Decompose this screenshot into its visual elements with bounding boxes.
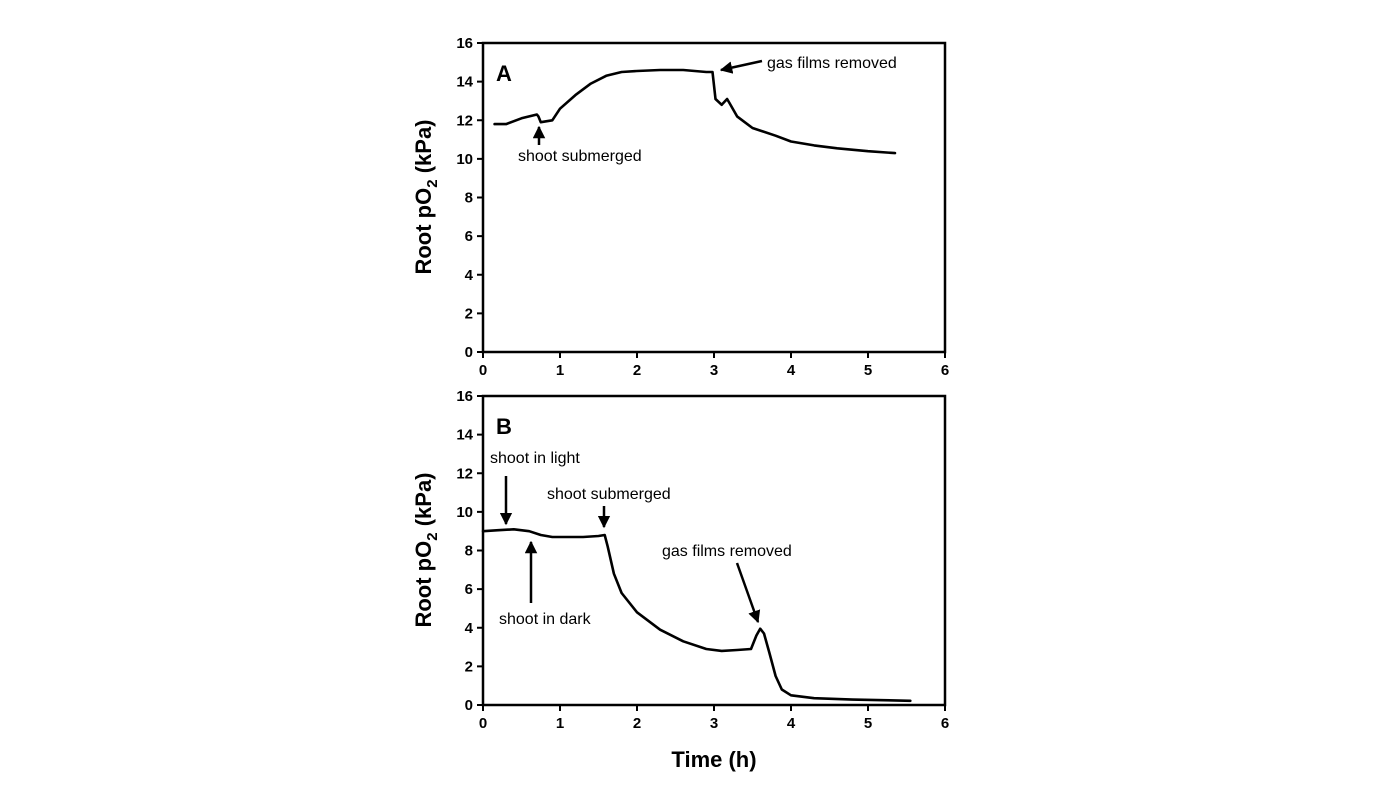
x-tick-label-a: 5 [864,362,872,379]
y-tick-label-a: 16 [456,35,473,52]
y-tick-label-b: 16 [456,388,473,405]
y-tick-label-a: 8 [465,190,473,207]
y-tick-label-a: 0 [465,344,473,361]
y-axis-title-a-main: Root pO [411,188,436,275]
y-axis-title-b-sub: 2 [424,532,441,540]
series-line-a [493,68,897,155]
panel-label-b: B [496,414,512,439]
annotation-shoot-in-light: shoot in light [490,450,580,467]
panel-label-a: A [496,61,512,86]
annotation-gas-films-removed-a: gas films removed [767,55,897,72]
y-axis-title-b: Root pO2 (kPa) [411,472,441,627]
y-axis-title-b-main: Root pO [411,541,436,628]
y-axis-title-a-sub: 2 [424,179,441,187]
arrow-gas-films-removed-b [735,562,761,624]
x-tick-label-b: 3 [710,715,718,732]
x-tick-label-a: 2 [633,362,641,379]
y-axis-title-b-unit: (kPa) [411,472,436,532]
x-tick-label-b: 6 [941,715,949,732]
annotation-shoot-submerged-a: shoot submerged [518,148,642,165]
y-tick-label-b: 8 [465,543,473,560]
y-tick-label-a: 14 [456,74,473,91]
annotation-shoot-submerged-b: shoot submerged [547,486,671,503]
x-tick-label-a: 6 [941,362,949,379]
x-tick-label-a: 3 [710,362,718,379]
svg-text:Root pO2 (kPa): Root pO2 (kPa) [411,472,441,627]
y-tick-label-a: 6 [465,228,473,245]
x-tick-label-a: 0 [479,362,487,379]
arrow-gas-films-removed-a [719,59,763,74]
y-tick-label-b: 0 [465,697,473,714]
y-tick-label-a: 12 [456,112,473,129]
y-tick-label-b: 4 [465,620,474,637]
annotation-gas-films-removed-b: gas films removed [662,543,792,560]
y-tick-label-b: 10 [456,504,473,521]
y-tick-label-b: 14 [456,427,473,444]
x-tick-label-b: 4 [787,715,796,732]
y-tick-label-b: 2 [465,658,473,675]
x-tick-label-b: 1 [556,715,564,732]
y-tick-label-a: 4 [465,267,474,284]
x-tick-label-b: 5 [864,715,872,732]
y-axis-title-a-unit: (kPa) [411,119,436,179]
x-tick-label-b: 2 [633,715,641,732]
svg-text:Root pO2 (kPa): Root pO2 (kPa) [411,119,441,274]
x-axis-title-b: Time (h) [671,747,756,772]
x-tick-label-a: 4 [787,362,796,379]
y-tick-label-a: 2 [465,305,473,322]
annotation-shoot-in-dark: shoot in dark [499,611,592,628]
x-tick-label-a: 1 [556,362,564,379]
y-tick-label-a: 10 [456,151,473,168]
y-axis-title-a: Root pO2 (kPa) [411,119,441,274]
x-tick-label-b: 0 [479,715,487,732]
y-tick-label-b: 6 [465,581,473,598]
y-tick-label-b: 12 [456,465,473,482]
series-line-b [481,528,912,703]
